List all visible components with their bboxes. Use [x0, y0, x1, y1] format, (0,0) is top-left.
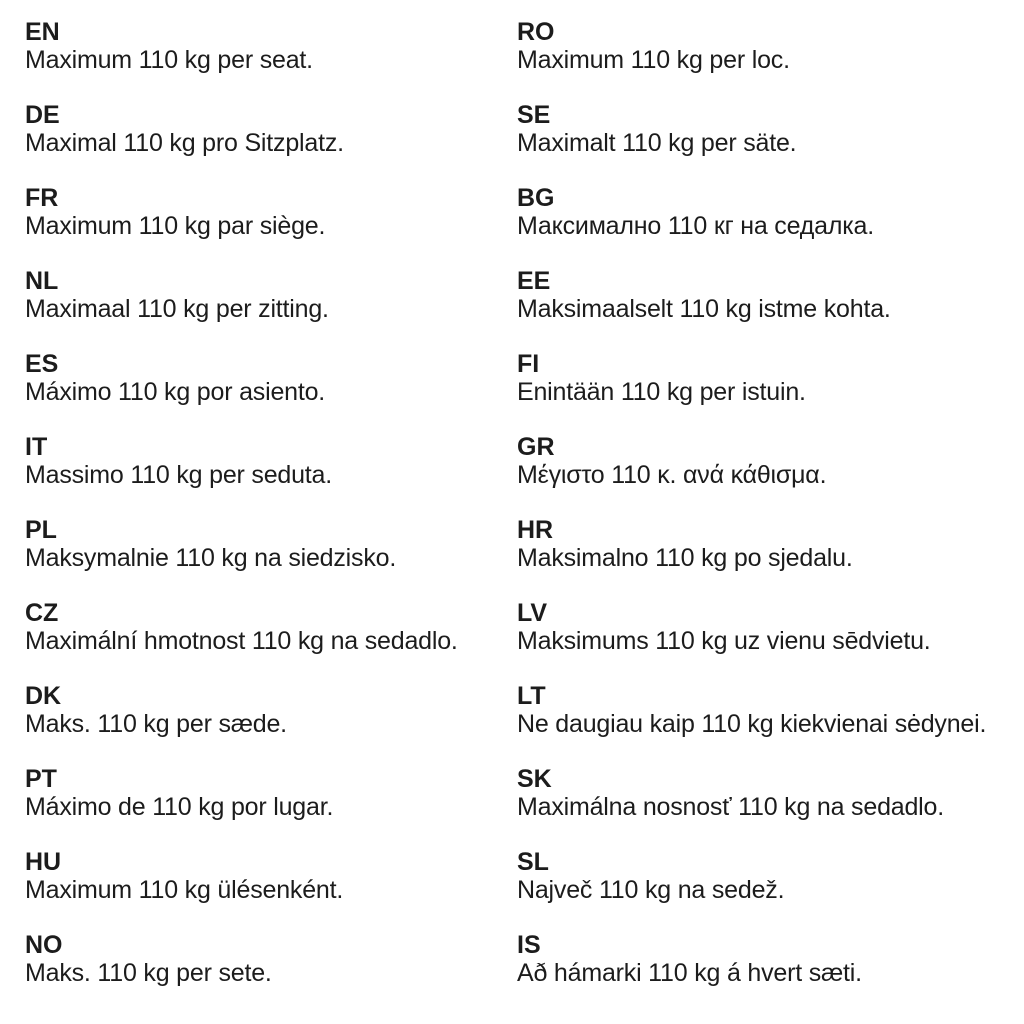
lang-text-dk: Maks. 110 kg per sæde. — [25, 710, 287, 738]
lang-text-it: Massimo 110 kg per seduta. — [25, 461, 332, 489]
lang-text-hu: Maximum 110 kg ülésenként. — [25, 876, 344, 904]
lang-code-fr: FR — [25, 184, 59, 212]
lang-text-hr: Maksimalno 110 kg po sjedalu. — [517, 544, 853, 572]
lang-code-sk: SK — [517, 765, 552, 793]
lang-text-lv: Maksimums 110 kg uz vienu sēdvietu. — [517, 627, 931, 655]
lang-text-pl: Maksymalnie 110 kg na siedzisko. — [25, 544, 397, 572]
lang-entry-nl: NL Maximaal 110 kg per zitting. — [25, 267, 517, 323]
lang-entry-es: ES Máximo 110 kg por asiento. — [25, 350, 517, 406]
lang-text-fi: Enintään 110 kg per istuin. — [517, 378, 806, 406]
lang-code-no: NO — [25, 931, 63, 959]
lang-code-it: IT — [25, 433, 48, 461]
lang-code-gr: GR — [517, 433, 555, 461]
lang-code-cz: CZ — [25, 599, 59, 627]
lang-code-is: IS — [517, 931, 541, 959]
lang-text-ee: Maksimaalselt 110 kg istme kohta. — [517, 295, 891, 323]
lang-code-fi: FI — [517, 350, 540, 378]
lang-text-gr: Μέγιστο 110 κ. ανά κάθισμα. — [517, 461, 827, 489]
lang-entry-dk: DK Maks. 110 kg per sæde. — [25, 682, 517, 738]
left-column: EN Maximum 110 kg per seat. DE Maximal 1… — [25, 18, 517, 1024]
lang-text-pt: Máximo de 110 kg por lugar. — [25, 793, 334, 821]
lang-entry-lt: LT Ne daugiau kaip 110 kg kiekvienai sėd… — [517, 682, 1009, 738]
lang-entry-pt: PT Máximo de 110 kg por lugar. — [25, 765, 517, 821]
lang-entry-cz: CZ Maximální hmotnost 110 kg na sedadlo. — [25, 599, 517, 655]
lang-text-is: Að hámarki 110 kg á hvert sæti. — [517, 959, 862, 987]
lang-text-cz: Maximální hmotnost 110 kg na sedadlo. — [25, 627, 458, 655]
lang-text-fr: Maximum 110 kg par siège. — [25, 212, 326, 240]
lang-code-es: ES — [25, 350, 59, 378]
lang-text-nl: Maximaal 110 kg per zitting. — [25, 295, 329, 323]
lang-entry-bg: BG Максимално 110 кг на седалка. — [517, 184, 1009, 240]
lang-code-sl: SL — [517, 848, 549, 876]
lang-entry-de: DE Maximal 110 kg pro Sitzplatz. — [25, 101, 517, 157]
lang-entry-is: IS Að hámarki 110 kg á hvert sæti. — [517, 931, 1009, 987]
lang-code-pl: PL — [25, 516, 57, 544]
lang-text-bg: Максимално 110 кг на седалка. — [517, 212, 874, 240]
lang-code-de: DE — [25, 101, 60, 129]
lang-entry-fi: FI Enintään 110 kg per istuin. — [517, 350, 1009, 406]
lang-text-es: Máximo 110 kg por asiento. — [25, 378, 326, 406]
lang-code-hr: HR — [517, 516, 554, 544]
lang-text-lt: Ne daugiau kaip 110 kg kiekvienai sėdyne… — [517, 710, 987, 738]
lang-text-sl: Največ 110 kg na sedež. — [517, 876, 785, 904]
lang-text-ro: Maximum 110 kg per loc. — [517, 46, 790, 74]
lang-entry-fr: FR Maximum 110 kg par siège. — [25, 184, 517, 240]
lang-entry-se: SE Maximalt 110 kg per säte. — [517, 101, 1009, 157]
lang-entry-it: IT Massimo 110 kg per seduta. — [25, 433, 517, 489]
lang-entry-sl: SL Največ 110 kg na sedež. — [517, 848, 1009, 904]
lang-code-en: EN — [25, 18, 60, 46]
lang-entry-ro: RO Maximum 110 kg per loc. — [517, 18, 1009, 74]
lang-code-ee: EE — [517, 267, 551, 295]
lang-entry-hu: HU Maximum 110 kg ülésenként. — [25, 848, 517, 904]
lang-entry-hr: HR Maksimalno 110 kg po sjedalu. — [517, 516, 1009, 572]
lang-code-nl: NL — [25, 267, 59, 295]
lang-text-de: Maximal 110 kg pro Sitzplatz. — [25, 129, 344, 157]
lang-entry-no: NO Maks. 110 kg per sete. — [25, 931, 517, 987]
lang-code-ro: RO — [517, 18, 555, 46]
lang-code-bg: BG — [517, 184, 555, 212]
lang-code-se: SE — [517, 101, 551, 129]
lang-code-pt: PT — [25, 765, 57, 793]
lang-entry-pl: PL Maksymalnie 110 kg na siedzisko. — [25, 516, 517, 572]
lang-text-se: Maximalt 110 kg per säte. — [517, 129, 797, 157]
lang-entry-ee: EE Maksimaalselt 110 kg istme kohta. — [517, 267, 1009, 323]
lang-entry-lv: LV Maksimums 110 kg uz vienu sēdvietu. — [517, 599, 1009, 655]
lang-entry-en: EN Maximum 110 kg per seat. — [25, 18, 517, 74]
lang-code-hu: HU — [25, 848, 62, 876]
lang-code-dk: DK — [25, 682, 62, 710]
lang-entry-gr: GR Μέγιστο 110 κ. ανά κάθισμα. — [517, 433, 1009, 489]
lang-text-sk: Maximálna nosnosť 110 kg na sedadlo. — [517, 793, 944, 821]
lang-text-en: Maximum 110 kg per seat. — [25, 46, 313, 74]
lang-code-lv: LV — [517, 599, 548, 627]
lang-code-lt: LT — [517, 682, 546, 710]
right-column: RO Maximum 110 kg per loc. SE Maximalt 1… — [517, 18, 1009, 1024]
lang-text-no: Maks. 110 kg per sete. — [25, 959, 272, 987]
lang-entry-sk: SK Maximálna nosnosť 110 kg na sedadlo. — [517, 765, 1009, 821]
